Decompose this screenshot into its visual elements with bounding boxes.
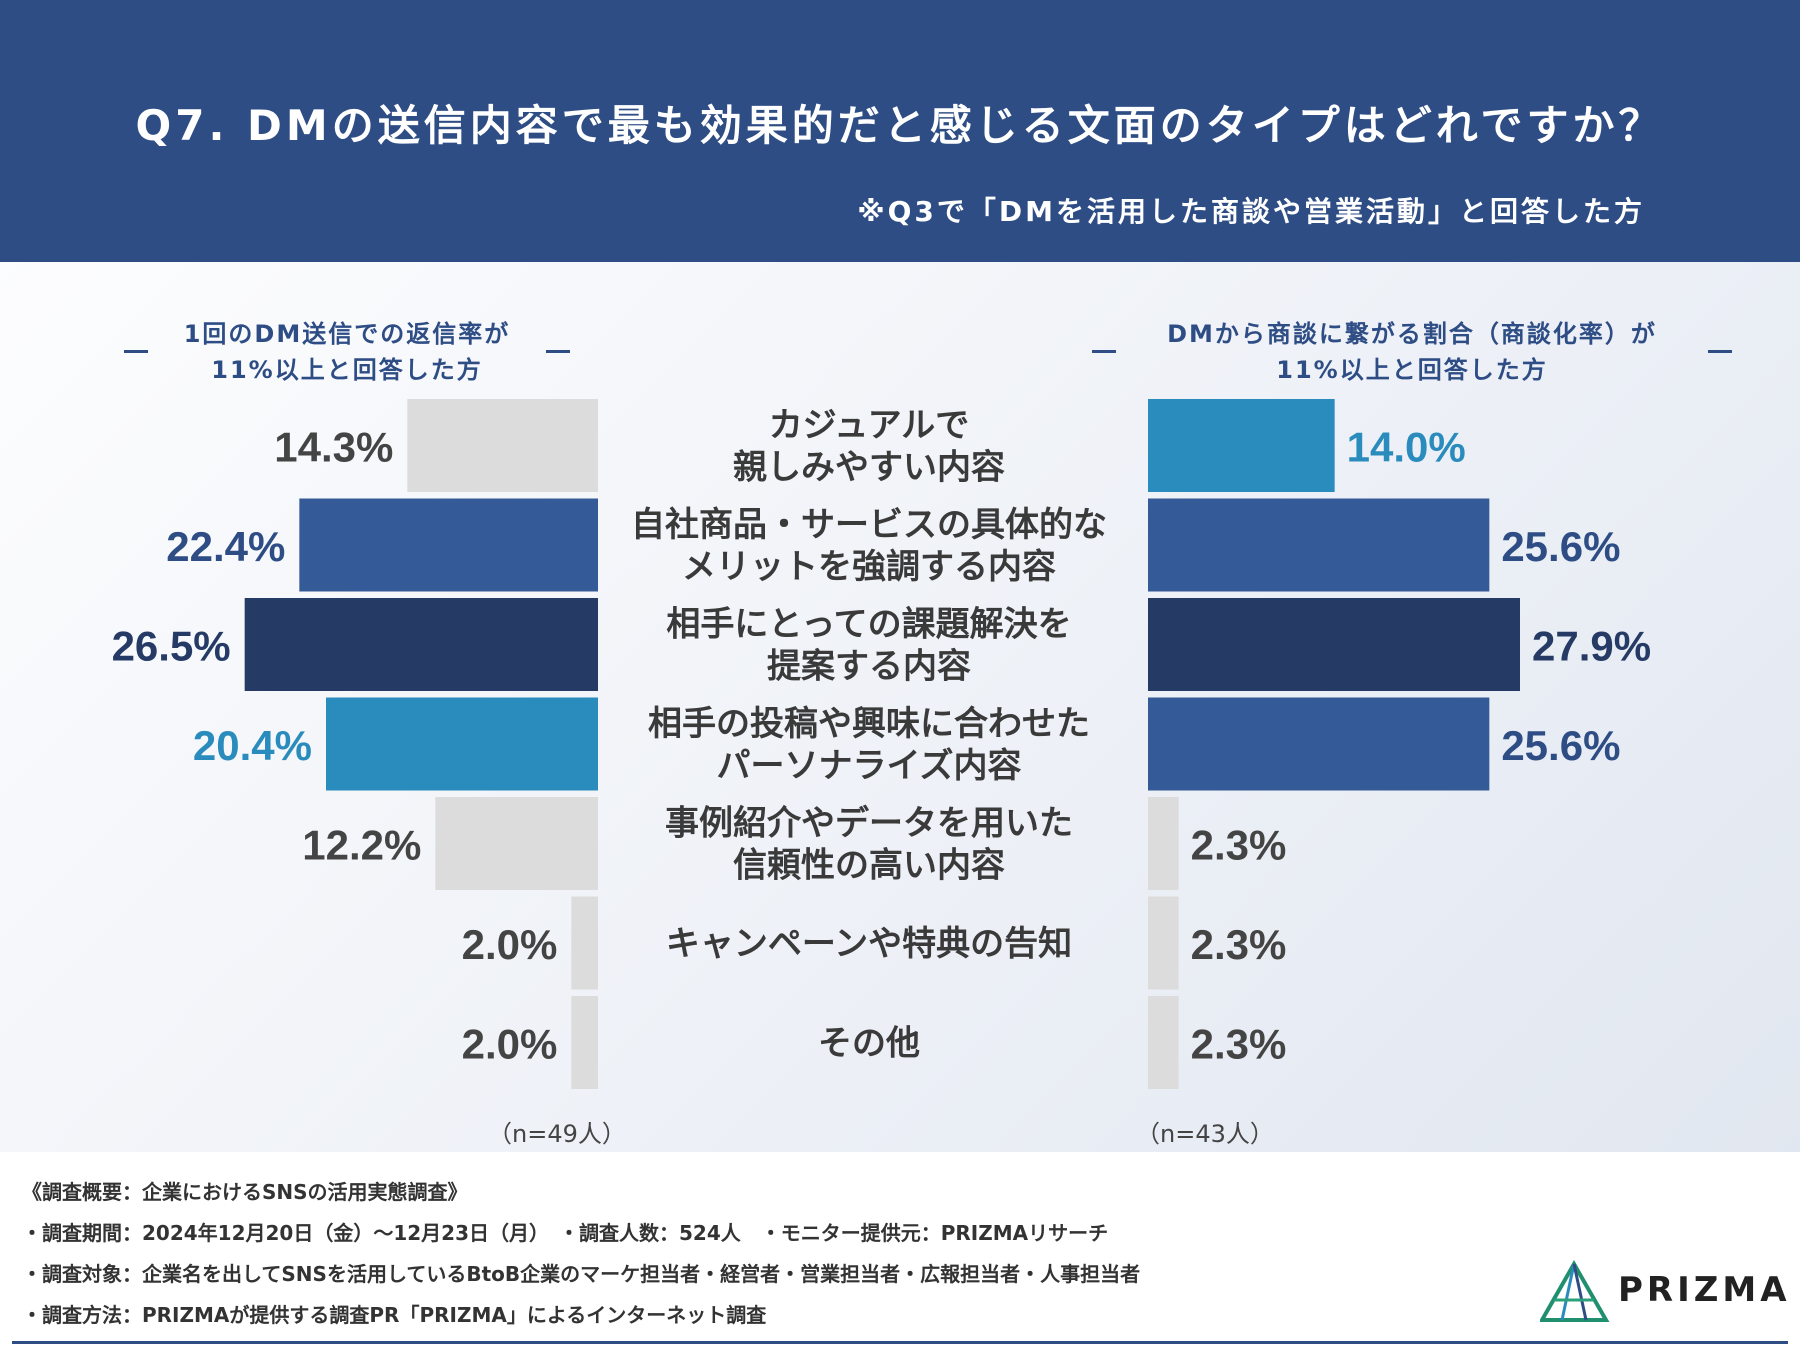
left-bar-label: 2.0% — [462, 1021, 558, 1068]
heading-dash — [1708, 350, 1732, 353]
left-bar-label: 22.4% — [166, 523, 285, 570]
left-bar-label: 20.4% — [193, 722, 312, 769]
left-bar — [571, 996, 598, 1089]
category-label: 信頼性の高い内容 — [733, 846, 1005, 886]
left-bar-label: 14.3% — [274, 424, 393, 471]
category-label: パーソナライズ内容 — [717, 746, 1022, 786]
right-bar — [1148, 797, 1179, 890]
left-sample-size: （n=49人） — [488, 1120, 626, 1148]
category-label: メリットを強調する内容 — [682, 547, 1056, 587]
category-label: キャンペーンや特典の告知 — [666, 924, 1072, 964]
right-bar-label: 2.3% — [1191, 921, 1287, 968]
footer: 《調査概要：企業におけるSNSの活用実態調査》 ・調査期間：2024年12月20… — [0, 1152, 1800, 1350]
right-bar — [1148, 598, 1520, 691]
page-title: Q7. DMの送信内容で最も効果的だと感じる文面のタイプはどれですか？ — [135, 101, 1665, 150]
right-bar-label: 2.3% — [1191, 1021, 1287, 1068]
left-bar-label: 26.5% — [112, 623, 231, 670]
heading-dash — [124, 350, 148, 353]
left-group-heading: 1回のDM送信での返信率が 11%以上と回答した方 — [112, 316, 582, 388]
right-group-heading: DMから商談に繋がる割合（商談化率）が 11%以上と回答した方 — [1092, 316, 1732, 388]
right-heading-line-1: DMから商談に繋がる割合（商談化率）が — [1167, 320, 1657, 348]
right-bar — [1148, 498, 1490, 592]
category-label: カジュアルで — [769, 406, 970, 446]
header-banner: Q7. DMの送信内容で最も効果的だと感じる文面のタイプはどれですか？ ※Q3で… — [0, 0, 1800, 262]
right-bar-label: 25.6% — [1501, 523, 1620, 570]
left-bar — [326, 697, 598, 791]
left-bar — [407, 399, 598, 492]
right-bar — [1148, 399, 1335, 492]
category-label: 事例紹介やデータを用いた — [665, 804, 1073, 844]
survey-info: 《調査概要：企業におけるSNSの活用実態調査》 ・調査期間：2024年12月20… — [22, 1172, 1140, 1336]
survey-method: ・調査方法：PRIZMAが提供する調査PR「PRIZMA」によるインターネット調… — [22, 1303, 767, 1327]
left-bar — [435, 797, 598, 890]
right-bar-label: 27.9% — [1532, 623, 1651, 670]
right-bar — [1148, 697, 1490, 791]
right-bar-label: 2.3% — [1191, 822, 1287, 869]
heading-dash — [1092, 350, 1116, 353]
right-bar — [1148, 896, 1179, 990]
right-bar-label: 14.0% — [1347, 424, 1466, 471]
category-label: 親しみやすい内容 — [733, 448, 1005, 488]
category-label: 自社商品・サービスの具体的な — [631, 505, 1107, 545]
footer-divider — [12, 1341, 1788, 1344]
prizma-logo-text: PRIZMA — [1618, 1270, 1791, 1310]
heading-dash — [546, 350, 570, 353]
left-bar — [299, 498, 598, 592]
right-sample-size: （n=43人） — [1136, 1120, 1274, 1148]
prizma-logo-icon — [1538, 1259, 1610, 1322]
left-bar — [244, 598, 598, 691]
left-heading-line-2: 11%以上と回答した方 — [211, 356, 483, 384]
prizma-logo: PRIZMA — [1538, 1259, 1787, 1324]
left-bar-label: 2.0% — [462, 921, 558, 968]
category-label: 相手にとっての課題解決を — [666, 605, 1071, 645]
right-bar — [1148, 996, 1179, 1089]
survey-period: ・調査期間：2024年12月20日（金）～12月23日（月） ・調査人数：524… — [22, 1221, 1109, 1245]
category-label: 提案する内容 — [767, 647, 971, 687]
left-bar — [571, 896, 598, 990]
page-subtitle: ※Q3で「DMを活用した商談や営業活動」と回答した方 — [857, 195, 1645, 228]
survey-target: ・調査対象：企業名を出してSNSを活用しているBtoB企業のマーケ担当者・経営者… — [22, 1262, 1141, 1286]
survey-overview: 《調査概要：企業におけるSNSの活用実態調査》 — [22, 1180, 468, 1204]
right-heading-line-2: 11%以上と回答した方 — [1276, 356, 1548, 384]
left-heading-line-1: 1回のDM送信での返信率が — [183, 320, 511, 348]
category-label: 相手の投稿や興味に合わせた — [648, 704, 1090, 744]
category-label: その他 — [818, 1024, 920, 1064]
right-bar-label: 25.6% — [1501, 722, 1620, 769]
left-bar-label: 12.2% — [302, 822, 421, 869]
